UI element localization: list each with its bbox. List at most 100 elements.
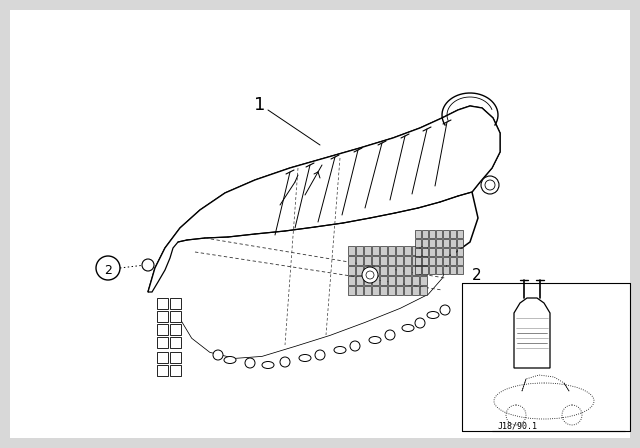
Bar: [170, 324, 181, 335]
Circle shape: [366, 271, 374, 279]
Circle shape: [481, 176, 499, 194]
Bar: [443, 257, 449, 265]
Bar: [157, 352, 168, 363]
Polygon shape: [148, 106, 500, 292]
Bar: [450, 230, 456, 238]
Bar: [388, 266, 395, 275]
Bar: [170, 311, 181, 322]
Bar: [380, 256, 387, 265]
Bar: [429, 266, 435, 274]
Circle shape: [415, 318, 425, 328]
Circle shape: [385, 330, 395, 340]
Bar: [420, 256, 427, 265]
Bar: [364, 246, 371, 255]
Bar: [412, 276, 419, 285]
Bar: [443, 266, 449, 274]
Bar: [457, 266, 463, 274]
Bar: [388, 286, 395, 295]
Bar: [396, 256, 403, 265]
Bar: [348, 266, 355, 275]
Bar: [372, 246, 379, 255]
Bar: [157, 324, 168, 335]
Ellipse shape: [334, 346, 346, 353]
Bar: [422, 239, 428, 247]
Bar: [450, 257, 456, 265]
Bar: [420, 276, 427, 285]
Bar: [436, 230, 442, 238]
Bar: [356, 286, 363, 295]
Bar: [396, 276, 403, 285]
Ellipse shape: [402, 324, 414, 332]
Bar: [157, 337, 168, 348]
Ellipse shape: [224, 357, 236, 363]
Bar: [443, 239, 449, 247]
Bar: [450, 266, 456, 274]
Bar: [404, 286, 411, 295]
Ellipse shape: [299, 354, 311, 362]
Bar: [157, 298, 168, 309]
Bar: [396, 266, 403, 275]
Bar: [372, 286, 379, 295]
Text: 2: 2: [104, 263, 112, 276]
Bar: [372, 276, 379, 285]
Polygon shape: [148, 196, 458, 358]
Bar: [388, 256, 395, 265]
Bar: [443, 230, 449, 238]
Bar: [429, 239, 435, 247]
Bar: [429, 230, 435, 238]
Bar: [356, 246, 363, 255]
Bar: [415, 266, 421, 274]
Bar: [404, 266, 411, 275]
Polygon shape: [514, 298, 550, 368]
Circle shape: [213, 350, 223, 360]
Bar: [429, 257, 435, 265]
Bar: [364, 266, 371, 275]
Bar: [420, 246, 427, 255]
Text: 1: 1: [254, 96, 266, 114]
Bar: [380, 246, 387, 255]
Bar: [396, 286, 403, 295]
Text: 2: 2: [472, 267, 482, 283]
Bar: [443, 248, 449, 256]
Bar: [420, 286, 427, 295]
Bar: [412, 266, 419, 275]
Bar: [412, 246, 419, 255]
Bar: [388, 246, 395, 255]
Bar: [457, 248, 463, 256]
Bar: [415, 257, 421, 265]
Bar: [157, 365, 168, 376]
Circle shape: [350, 341, 360, 351]
Circle shape: [315, 350, 325, 360]
Bar: [380, 266, 387, 275]
Circle shape: [440, 305, 450, 315]
Bar: [404, 276, 411, 285]
Bar: [348, 246, 355, 255]
Bar: [415, 248, 421, 256]
Bar: [436, 266, 442, 274]
Bar: [356, 276, 363, 285]
Bar: [404, 256, 411, 265]
Bar: [422, 266, 428, 274]
Circle shape: [280, 357, 290, 367]
Ellipse shape: [427, 311, 439, 319]
Circle shape: [245, 358, 255, 368]
Bar: [372, 266, 379, 275]
Bar: [348, 276, 355, 285]
Bar: [415, 230, 421, 238]
Bar: [396, 246, 403, 255]
Bar: [412, 256, 419, 265]
Circle shape: [142, 259, 154, 271]
Bar: [380, 286, 387, 295]
Bar: [457, 230, 463, 238]
Bar: [170, 365, 181, 376]
Bar: [348, 256, 355, 265]
Circle shape: [96, 256, 120, 280]
Bar: [450, 239, 456, 247]
Bar: [364, 256, 371, 265]
Bar: [388, 276, 395, 285]
Bar: [436, 257, 442, 265]
Bar: [380, 276, 387, 285]
Bar: [404, 246, 411, 255]
Bar: [170, 337, 181, 348]
Polygon shape: [148, 106, 500, 358]
